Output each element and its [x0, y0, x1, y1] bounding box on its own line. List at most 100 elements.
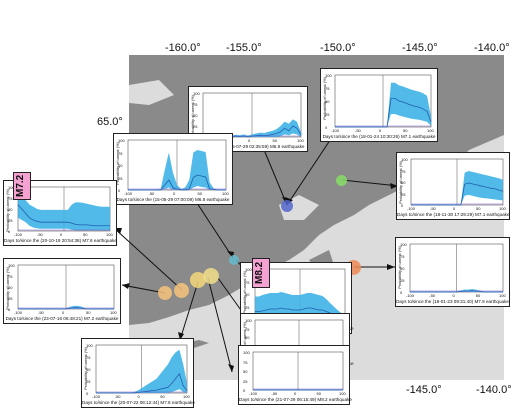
y-tick-label: 100 — [243, 350, 250, 355]
lon-label-145: -145.0° — [402, 42, 438, 54]
x-tick-label: 0 — [248, 138, 251, 143]
y-tick-label: 75 — [193, 102, 198, 107]
y-axis-label: Probability of unrest (%) — [242, 271, 247, 314]
x-tick-label: -100 — [92, 394, 101, 399]
x-axis-title: Days to/since the (20-07-22 06:12:44) M7… — [82, 400, 195, 405]
y-axis-label: Probability of unrest (%) — [115, 142, 120, 185]
x-tick-label: -100 — [406, 293, 415, 298]
y-tick-label: 100 — [401, 157, 408, 162]
y-tick-label: 100 — [400, 242, 407, 247]
volcano-marker — [190, 272, 206, 288]
y-tick-label: 25 — [86, 379, 91, 384]
y-tick-label: 25 — [245, 304, 250, 310]
y-tick-label: 25 — [118, 175, 123, 181]
volcano-marker — [174, 283, 189, 298]
plot-area — [252, 351, 344, 391]
x-axis-title: Days to/since the (21-07-29 06:15:49) M8… — [239, 397, 352, 402]
y-tick-label: 25 — [401, 191, 406, 197]
y-tick-label: 75 — [8, 274, 13, 279]
volcano-marker — [203, 268, 219, 284]
y-tick-label: 75 — [118, 150, 123, 156]
x-tick-label: 100 — [427, 128, 434, 133]
x-tick-label: -100 — [249, 391, 258, 396]
x-axis-title: Days to/since the (18-01-24 10:30:26) M7… — [322, 134, 436, 139]
x-tick-label: 100 — [297, 138, 304, 143]
x-axis-title: Days to/since the (18-11-30 17:29:29) M7… — [397, 212, 510, 217]
y-axis-label: Probability of unrest (%) — [5, 267, 10, 310]
plot-area — [409, 243, 504, 293]
y-tick-label: 75 — [245, 326, 250, 332]
x-tick-label: 50 — [160, 394, 165, 399]
x-tick-label: 0 — [453, 206, 456, 211]
y-tick-label: 0 — [86, 391, 89, 396]
y-tick-label: 50 — [243, 369, 248, 374]
y-tick-label: 50 — [193, 113, 198, 118]
x-tick-label: 100 — [106, 232, 113, 237]
x-tick-label: -50 — [148, 191, 155, 196]
x-tick-label: 0 — [137, 394, 140, 399]
x-axis-title: Days to/since the (18-01-23 09:31:40) M7… — [396, 299, 509, 304]
x-axis-title: Days to/since the (20-10-19 20:54:38) M7… — [4, 238, 117, 243]
y-tick-label: 75 — [401, 168, 406, 174]
x-axis-title: Days to/since the (15-07-29 02:35:59) M6… — [191, 144, 305, 149]
y-axis-label: Probability of unrest (%) — [190, 95, 195, 138]
x-tick-label: 50 — [86, 310, 91, 315]
y-tick-label: 100 — [8, 185, 15, 190]
y-tick-label: 75 — [325, 86, 330, 91]
y-tick-label: 50 — [401, 180, 406, 185]
y-tick-label: 50 — [118, 163, 123, 168]
y-tick-label: 75 — [86, 355, 91, 360]
x-tick-label: -50 — [37, 232, 43, 237]
unrest-plot-panel: 100 75 50 25 0 -100 -50 0 50 100 Days to/since the… — [238, 345, 352, 405]
y-tick-label: 100 — [8, 263, 15, 268]
probability-curve — [17, 204, 110, 227]
y-tick-label: 50 — [8, 207, 13, 212]
y-tick-label: 50 — [400, 266, 405, 271]
y-tick-label: 25 — [8, 296, 13, 301]
x-tick-label: -100 — [14, 310, 23, 315]
x-tick-label: 100 — [183, 394, 190, 399]
uncertainty-band — [128, 150, 226, 190]
y-tick-label: 50 — [245, 335, 250, 340]
x-tick-label: 100 — [339, 391, 346, 396]
x-tick-label: 50 — [272, 138, 277, 143]
y-tick-label: 75 — [243, 359, 248, 365]
y-axis-label: Probability of unrest (%) — [322, 77, 327, 120]
volcano-marker — [336, 175, 347, 186]
x-tick-label: -100 — [407, 206, 416, 211]
x-tick-label: -50 — [271, 391, 278, 396]
x-tick-label: 0 — [379, 128, 382, 133]
lon-label-155: -155.0° — [226, 42, 262, 54]
x-tick-label: 0 — [62, 310, 65, 315]
y-axis-label: Probability of unrest (%) — [83, 347, 88, 390]
y-tick-label: 0 — [400, 290, 403, 295]
volcano-marker — [229, 255, 239, 265]
x-axis-title: Days to/since the (15-05-29 07:00:09) M6… — [116, 197, 230, 202]
uncertainty-band — [255, 292, 345, 319]
plot-area — [410, 158, 504, 206]
x-tick-label: 50 — [197, 191, 202, 196]
volcano-marker — [158, 286, 172, 300]
plot-area — [95, 344, 188, 394]
lon-label-160: -160.0° — [165, 42, 201, 54]
y-tick-label: 0 — [8, 229, 11, 234]
y-tick-label: 0 — [401, 203, 404, 208]
y-tick-label: 100 — [245, 318, 252, 323]
y-axis-label: Probability of unrest (%) — [5, 189, 10, 232]
y-tick-label: 0 — [325, 125, 328, 130]
plot-area — [334, 74, 432, 128]
x-tick-label: 0 — [60, 232, 63, 237]
x-tick-label: -100 — [124, 191, 133, 196]
plot-area — [17, 264, 115, 310]
lon-label-140: -140.0° — [474, 42, 510, 54]
probability-curve — [411, 182, 504, 206]
x-tick-label: 50 — [475, 293, 481, 298]
volcano-marker — [281, 200, 293, 212]
y-tick-label: 25 — [325, 112, 330, 117]
x-tick-label: -50 — [429, 293, 436, 298]
x-tick-label: 50 — [403, 128, 408, 133]
